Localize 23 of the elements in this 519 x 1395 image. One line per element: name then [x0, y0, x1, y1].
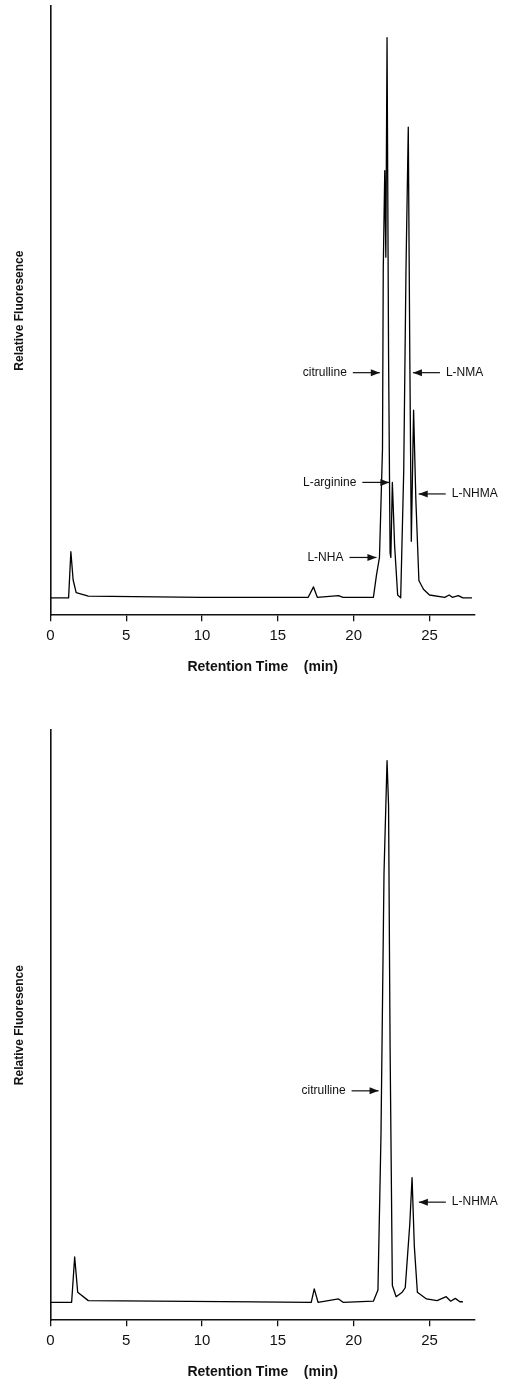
annotation: L-NMA	[445, 364, 484, 379]
x-tick-label: 25	[421, 626, 438, 644]
x-tick-label: 5	[122, 1331, 131, 1349]
x-tick-label: 10	[193, 1331, 211, 1349]
x-tick-label: 0	[46, 626, 55, 644]
annotation: L-NHA	[307, 549, 344, 564]
x-tick-label: 20	[345, 1331, 363, 1349]
annotation: L-NHMA	[451, 486, 498, 501]
annotation: L-NHMA	[451, 1194, 498, 1209]
annotation: citrulline	[302, 364, 348, 379]
x-tick-label: 10	[193, 626, 211, 644]
annotation: citrulline	[301, 1083, 346, 1098]
x-axis-title: Retention Time (min)	[187, 1363, 339, 1380]
x-tick-label: 5	[122, 626, 131, 644]
y-axis-title: Relative Fluoresence	[11, 964, 26, 1086]
annotation: L-arginine	[302, 474, 357, 489]
x-tick-label: 15	[269, 626, 287, 644]
x-axis-title: Retention Time (min)	[187, 658, 339, 675]
y-axis-title: Relative Fluoresence	[11, 250, 26, 371]
x-tick-label: 25	[421, 1331, 438, 1349]
x-tick-label: 0	[46, 1331, 55, 1349]
x-tick-label: 20	[345, 626, 363, 644]
x-tick-label: 15	[269, 1331, 287, 1349]
